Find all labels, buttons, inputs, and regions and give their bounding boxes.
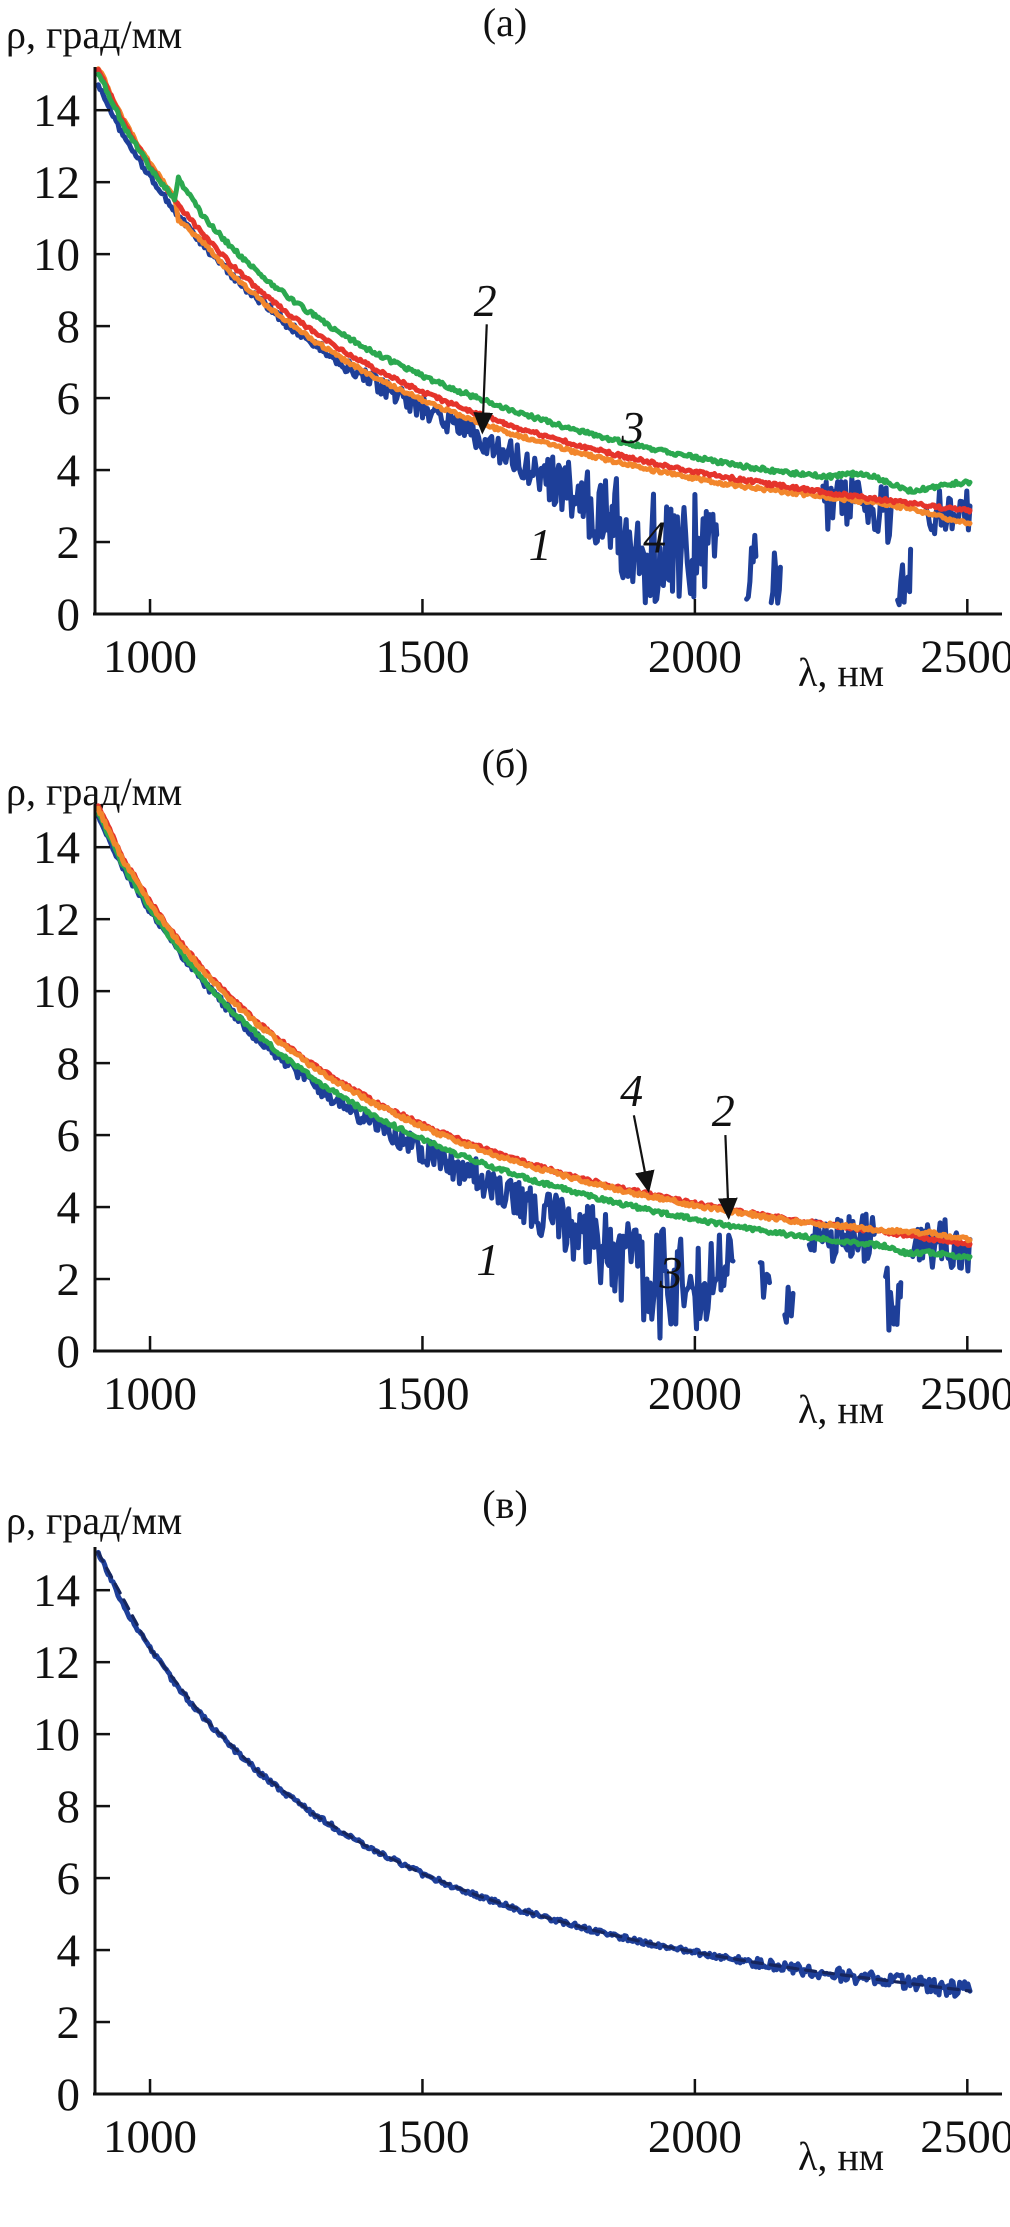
x-tick-label: 1000: [103, 631, 197, 683]
panel-title-v: (в): [482, 1482, 528, 1527]
y-tick-label: 4: [57, 445, 81, 497]
y-tick-label: 10: [33, 966, 80, 1018]
curve-1: [883, 1265, 904, 1333]
curve-2: [95, 67, 973, 515]
y-tick-label: 14: [33, 85, 80, 137]
y-axis-label-v: ρ, град/мм: [6, 1498, 183, 1543]
curve-1: [757, 1260, 772, 1300]
y-tick-label: 0: [57, 589, 81, 641]
y-tick-label: 2: [57, 1254, 81, 1306]
x-tick-label: 2500: [920, 1368, 1010, 1420]
curve-1: [95, 82, 720, 606]
annotation-arrow: [632, 1115, 655, 1194]
x-tick-label: 1000: [103, 1368, 197, 1420]
y-tick-label: 12: [33, 157, 80, 209]
x-tick-label: 2000: [648, 2111, 742, 2163]
curve-label-1: 1: [476, 1234, 499, 1285]
curve-4: [95, 805, 973, 1244]
x-tick-label: 1500: [375, 1368, 469, 1420]
y-tick-label: 10: [33, 1709, 80, 1761]
curve-1: [820, 475, 894, 545]
curve-1: [768, 550, 783, 606]
plot-v: 0 2 4 6 8 10 12 14 1000 1500 2000 2500: [33, 1547, 1010, 2163]
y-tick-label: 2: [57, 1997, 81, 2049]
curve-1: [910, 1217, 973, 1274]
panel-a: (а) ρ, град/мм 0 2 4 6 8 10 12 14 1000 1500 2000 25…: [0, 0, 1010, 742]
y-tick-label: 10: [33, 229, 80, 281]
curve-label-2: 2: [474, 275, 497, 326]
axes: [93, 1547, 1002, 2096]
curve-1: [782, 1284, 796, 1325]
y-tick-label: 0: [57, 2069, 81, 2121]
curve-label-1: 1: [529, 519, 552, 570]
curve-label-3: 3: [658, 1247, 682, 1298]
curve-label-4: 4: [643, 512, 666, 563]
x-tick-label: 2000: [648, 1368, 742, 1420]
x-tick-label: 2500: [920, 2111, 1010, 2163]
y-tick-label: 14: [33, 822, 80, 874]
y-tick-label: 6: [57, 1110, 81, 1162]
x-tick-label: 1000: [103, 2111, 197, 2163]
y-tick-label: 6: [57, 373, 81, 425]
panel-b: (б) ρ, град/мм 0 2 4 6 8 10 12 14 1000 1500 2000 25…: [0, 737, 1010, 1479]
y-tick-label: 8: [57, 1038, 81, 1090]
y-tick-label: 14: [33, 1565, 80, 1617]
panel-v: (в) ρ, град/мм 0 2 4 6 8 10 12 14 1000 1500 2000 25…: [0, 1480, 1010, 2227]
annotation-arrow: [717, 1135, 738, 1221]
y-axis-label-a: ρ, град/мм: [6, 12, 183, 57]
y-tick-label: 12: [33, 894, 80, 946]
y-tick-label: 4: [57, 1925, 81, 1977]
curve-4: [95, 66, 973, 527]
x-axis-label-v: λ, нм: [798, 2134, 885, 2179]
curve-3: [95, 71, 973, 495]
annotation-arrow: [473, 324, 494, 435]
x-tick-label: 1500: [375, 2111, 469, 2163]
curve-label-2: 2: [712, 1085, 735, 1136]
y-tick-label: 8: [57, 1781, 81, 1833]
panel-title-a: (а): [482, 0, 528, 45]
x-axis-label-a: λ, нм: [798, 650, 885, 695]
curve-fit: [96, 1550, 972, 1993]
axes: [93, 67, 1002, 616]
y-tick-label: 0: [57, 1326, 81, 1378]
panel-title-b: (б): [481, 741, 529, 786]
curve-1: [895, 546, 914, 608]
curve-1: [744, 532, 759, 602]
x-tick-label: 2500: [920, 631, 1010, 683]
axes: [93, 804, 1002, 1353]
x-tick-label: 1500: [375, 631, 469, 683]
curve-experiment: [95, 1549, 973, 1999]
curve-label-4: 4: [620, 1065, 643, 1116]
x-axis-label-b: λ, нм: [798, 1387, 885, 1432]
y-tick-label: 8: [57, 301, 81, 353]
x-tick-label: 2000: [648, 631, 742, 683]
y-tick-label: 4: [57, 1182, 81, 1234]
y-tick-label: 6: [57, 1853, 81, 1905]
y-tick-label: 12: [33, 1637, 80, 1689]
curve-label-3: 3: [620, 402, 644, 453]
y-tick-label: 2: [57, 517, 81, 569]
plot-b: 0 2 4 6 8 10 12 14 1000 1500 2000 2500 4 2 1 3: [33, 803, 1010, 1420]
curve-3: [95, 811, 973, 1261]
